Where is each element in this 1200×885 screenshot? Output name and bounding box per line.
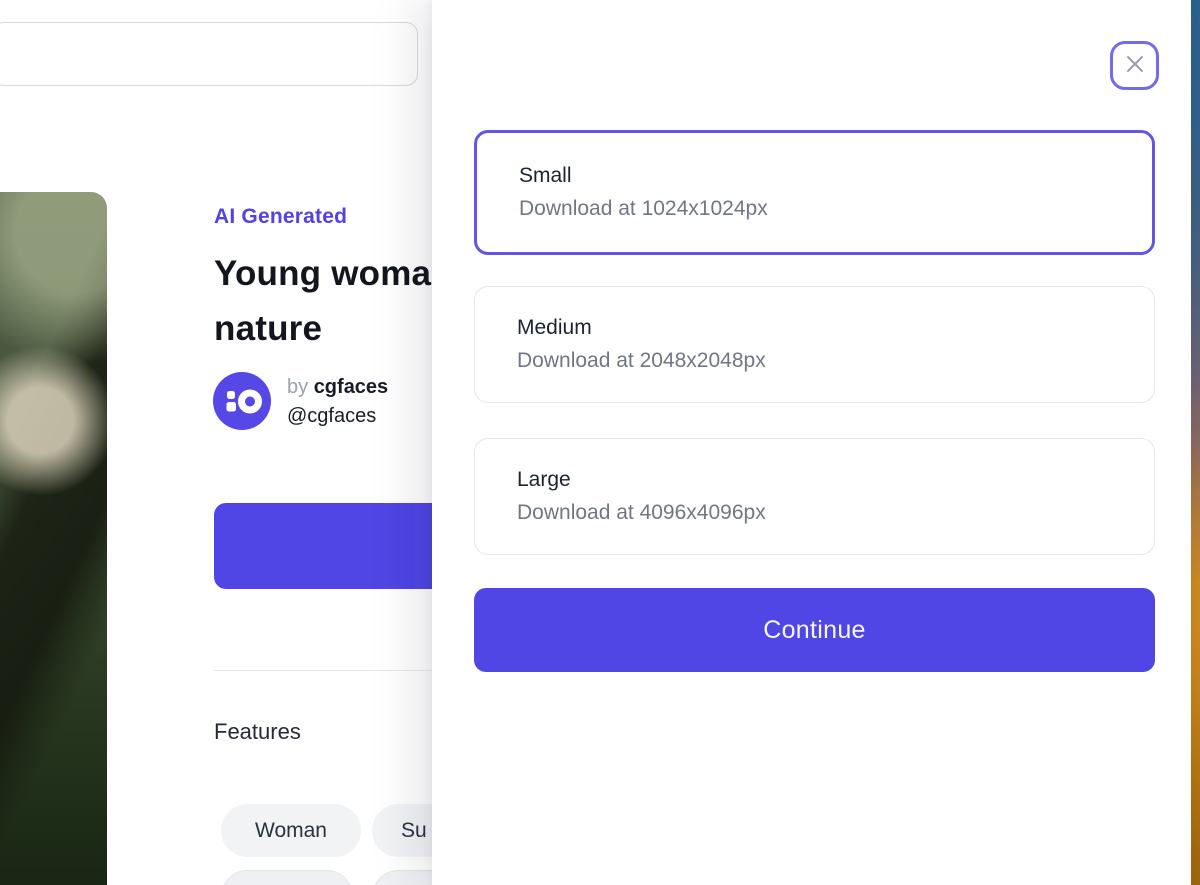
size-option-label: Medium bbox=[517, 316, 592, 339]
feature-tag-partial[interactable] bbox=[221, 870, 353, 885]
feature-tag-woman[interactable]: Woman bbox=[221, 804, 361, 857]
continue-button[interactable]: Continue bbox=[474, 588, 1155, 672]
author-name: cgfaces bbox=[313, 376, 389, 398]
close-icon bbox=[1124, 53, 1146, 78]
size-option-description: Download at 1024x1024px bbox=[519, 197, 768, 220]
nature-photo-thumbnail bbox=[0, 192, 107, 885]
cgfaces-logo-icon bbox=[213, 372, 271, 430]
size-option-large[interactable]: Large Download at 4096x4096px bbox=[474, 438, 1155, 555]
search-input[interactable] bbox=[0, 22, 418, 86]
page-title-line2: nature bbox=[214, 309, 323, 348]
ai-generated-badge: AI Generated bbox=[214, 205, 348, 228]
size-option-description: Download at 4096x4096px bbox=[517, 501, 766, 524]
size-option-medium[interactable]: Medium Download at 2048x2048px bbox=[474, 286, 1155, 403]
background-image-sliver bbox=[1191, 0, 1200, 885]
page-title-line1: Young woma bbox=[214, 254, 432, 293]
author-byline[interactable]: by cgfaces @cgfaces bbox=[213, 372, 388, 431]
size-option-label: Small bbox=[519, 164, 572, 187]
byline-prefix: by bbox=[287, 376, 309, 398]
section-divider bbox=[214, 670, 496, 671]
size-option-label: Large bbox=[517, 468, 571, 491]
author-handle: @cgfaces bbox=[287, 405, 377, 427]
size-option-small[interactable]: Small Download at 1024x1024px bbox=[474, 130, 1155, 255]
close-button[interactable] bbox=[1110, 41, 1159, 90]
features-heading: Features bbox=[214, 719, 301, 744]
byline-text: by cgfaces @cgfaces bbox=[287, 372, 388, 431]
size-option-description: Download at 2048x2048px bbox=[517, 349, 766, 372]
page-title: Young woma nature bbox=[214, 246, 614, 356]
download-size-modal: Small Download at 1024x1024px Medium Dow… bbox=[432, 0, 1191, 885]
